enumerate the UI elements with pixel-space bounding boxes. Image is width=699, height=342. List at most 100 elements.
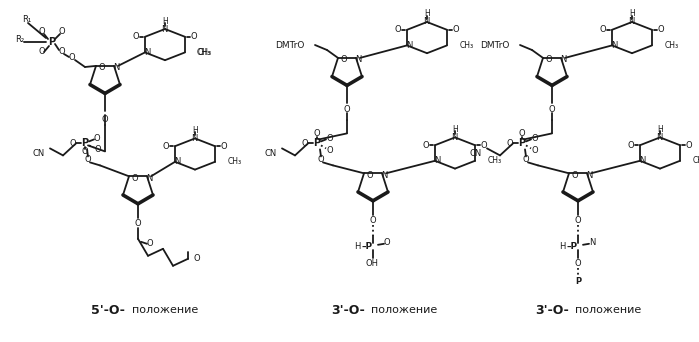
- Text: O: O: [163, 142, 169, 151]
- Text: O: O: [317, 155, 324, 164]
- Text: O: O: [658, 25, 664, 34]
- Text: O: O: [384, 238, 390, 247]
- Text: O: O: [94, 145, 101, 154]
- Text: CN: CN: [33, 149, 45, 158]
- Text: N: N: [656, 133, 662, 142]
- Text: O: O: [344, 105, 350, 114]
- Text: O: O: [600, 25, 606, 34]
- Text: R₂: R₂: [15, 36, 24, 44]
- Text: N: N: [451, 133, 457, 142]
- Text: CN: CN: [470, 149, 482, 158]
- Text: H: H: [192, 126, 198, 135]
- Text: H: H: [629, 10, 635, 18]
- Text: O: O: [575, 259, 582, 268]
- Text: O: O: [101, 115, 108, 124]
- Text: положение: положение: [575, 305, 641, 315]
- Text: P: P: [82, 139, 89, 148]
- Text: N: N: [161, 25, 167, 34]
- Text: O: O: [532, 134, 538, 143]
- Text: O: O: [519, 129, 526, 138]
- Text: H: H: [424, 10, 430, 18]
- Text: DMTrO: DMTrO: [480, 40, 510, 50]
- Text: O: O: [131, 174, 138, 183]
- Text: O: O: [99, 64, 106, 73]
- Text: N: N: [191, 134, 197, 143]
- Text: O: O: [523, 155, 529, 164]
- Text: O: O: [135, 219, 141, 228]
- Text: O: O: [572, 171, 578, 180]
- Text: 3'-O-: 3'-O-: [535, 303, 569, 316]
- Text: O: O: [193, 254, 200, 263]
- Text: N: N: [589, 238, 595, 247]
- Text: O: O: [94, 134, 101, 143]
- Text: O: O: [38, 48, 45, 56]
- Text: H: H: [559, 242, 565, 251]
- Text: CH₃: CH₃: [693, 156, 699, 165]
- Text: R₁: R₁: [22, 15, 31, 25]
- Text: O: O: [546, 55, 552, 65]
- Text: O: O: [532, 146, 538, 155]
- Text: O: O: [191, 32, 197, 41]
- Text: N: N: [423, 17, 429, 26]
- Text: O: O: [69, 53, 75, 63]
- Text: H: H: [657, 125, 663, 134]
- Text: N: N: [355, 55, 361, 64]
- Text: O: O: [133, 32, 139, 41]
- Text: CH₃: CH₃: [197, 48, 211, 57]
- Text: O: O: [367, 171, 373, 180]
- Text: O: O: [59, 27, 65, 37]
- Text: DMTrO: DMTrO: [275, 40, 304, 50]
- Text: OH: OH: [366, 259, 378, 268]
- Text: N: N: [639, 156, 645, 165]
- Text: O: O: [314, 129, 320, 138]
- Text: CH₃: CH₃: [198, 48, 212, 57]
- Text: O: O: [326, 146, 333, 155]
- Text: O: O: [481, 141, 487, 150]
- Text: P: P: [48, 37, 55, 47]
- Text: положение: положение: [371, 305, 437, 315]
- Text: 5'-O-: 5'-O-: [91, 303, 125, 316]
- Text: O: O: [147, 239, 153, 248]
- Text: положение: положение: [132, 305, 198, 315]
- Text: N: N: [113, 63, 120, 73]
- Text: O: O: [453, 25, 459, 34]
- Text: O: O: [70, 139, 76, 148]
- Text: O: O: [82, 147, 88, 156]
- Text: CH₃: CH₃: [228, 157, 242, 166]
- Text: CH₃: CH₃: [665, 41, 679, 50]
- Text: N: N: [144, 48, 150, 57]
- Text: O: O: [370, 216, 376, 225]
- Text: CN: CN: [265, 149, 277, 158]
- Text: P: P: [575, 277, 581, 286]
- Text: N: N: [611, 41, 617, 50]
- Text: N: N: [560, 55, 566, 64]
- Text: O: O: [423, 141, 429, 150]
- Text: N: N: [174, 157, 180, 166]
- Text: O: O: [38, 27, 45, 37]
- Text: N: N: [146, 174, 152, 183]
- Text: O: O: [326, 134, 333, 143]
- Text: O: O: [549, 105, 555, 114]
- Text: N: N: [381, 171, 387, 180]
- Text: –P: –P: [566, 242, 577, 251]
- Text: CH₃: CH₃: [460, 41, 474, 50]
- Text: O: O: [507, 139, 513, 148]
- Text: O: O: [221, 142, 227, 151]
- Text: H: H: [452, 125, 458, 134]
- Text: N: N: [406, 41, 412, 50]
- Text: O: O: [85, 155, 92, 164]
- Text: O: O: [340, 55, 347, 65]
- Text: H: H: [354, 242, 360, 251]
- Text: O: O: [395, 25, 401, 34]
- Text: H: H: [162, 16, 168, 26]
- Text: O: O: [686, 141, 692, 150]
- Text: O: O: [302, 139, 308, 148]
- Text: N: N: [434, 156, 440, 165]
- Text: O: O: [575, 216, 582, 225]
- Text: N: N: [628, 17, 634, 26]
- Text: –P: –P: [361, 242, 373, 251]
- Text: P: P: [313, 139, 321, 148]
- Text: P: P: [519, 139, 526, 148]
- Text: CH₃: CH₃: [488, 156, 502, 165]
- Text: 3'-O-: 3'-O-: [331, 303, 365, 316]
